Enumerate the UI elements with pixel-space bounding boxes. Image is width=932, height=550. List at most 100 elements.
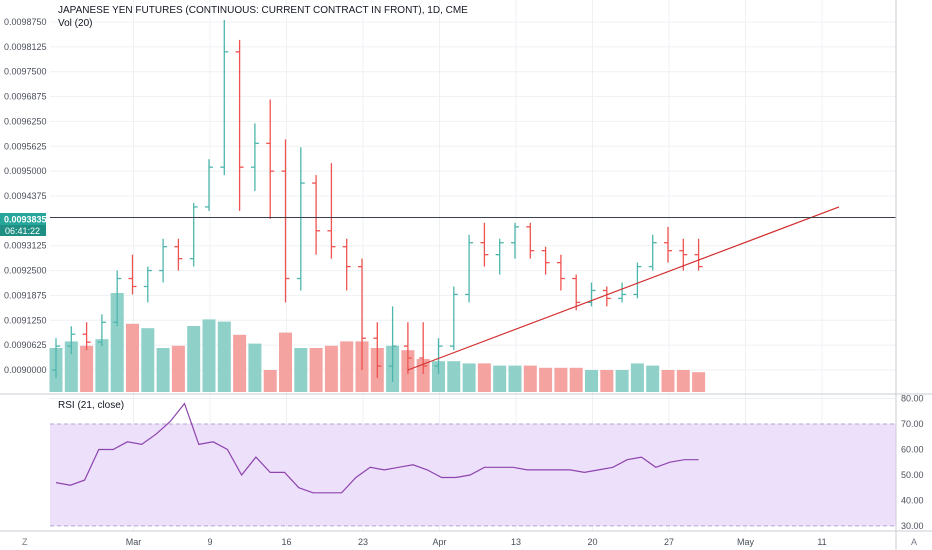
ohlc-bar xyxy=(449,286,458,351)
volume-bar xyxy=(324,345,338,392)
volume-bar xyxy=(600,370,614,392)
volume-bars xyxy=(49,293,706,392)
rsi-legend: RSI (21, close) xyxy=(58,400,124,411)
time-tick-label: 13 xyxy=(511,537,521,547)
price-axis[interactable]: 0.0098750 0.0098125 0.0097500 0.0096875 0.00… xyxy=(4,17,47,375)
volume-bar xyxy=(187,326,201,392)
ohlc-bar xyxy=(434,338,443,374)
rsi-tick-label: 30.00 xyxy=(901,521,924,531)
ohlc-bar xyxy=(465,234,474,303)
ohlc-bar xyxy=(312,175,321,255)
ohlc-bar xyxy=(572,274,581,311)
ohlc-bar xyxy=(602,286,611,307)
volume-bar xyxy=(217,321,231,392)
volume-bar xyxy=(248,343,262,392)
volume-bar xyxy=(171,345,185,392)
auto-scale-a-button[interactable]: A xyxy=(911,537,917,547)
price-tick-label: 0.0092500 xyxy=(4,266,47,276)
ohlc-bar xyxy=(82,322,91,351)
ohlc-bar xyxy=(403,322,412,374)
volume-bar xyxy=(263,370,277,392)
auto-scale-z-button[interactable]: Z xyxy=(22,537,28,547)
ohlc-bar xyxy=(52,338,60,378)
ohlc-bar xyxy=(113,270,122,327)
time-tick-label: 11 xyxy=(817,537,826,547)
time-tick-label: Mar xyxy=(126,537,142,547)
current-price-tag xyxy=(0,213,46,225)
ohlc-bar xyxy=(327,163,336,259)
volume-bar xyxy=(279,332,292,392)
ohlc-bar xyxy=(664,226,672,263)
rsi-axis[interactable]: 80.00 70.00 60.00 50.00 40.00 30.00 xyxy=(901,394,924,531)
ohlc-bar xyxy=(495,238,504,275)
time-tick-label: 16 xyxy=(281,537,291,547)
volume-bar xyxy=(523,365,537,392)
rsi-tick-label: 40.00 xyxy=(901,495,924,505)
rsi-tick-label: 80.00 xyxy=(901,394,924,404)
volume-bar xyxy=(493,365,507,392)
ohlc-bar xyxy=(250,123,259,192)
time-tick-label: 27 xyxy=(664,537,674,547)
time-tick-label: Apr xyxy=(432,537,446,547)
chart-title: JAPANESE YEN FUTURES (CONTINUOUS: CURREN… xyxy=(58,5,468,16)
price-tick-label: 0.0097500 xyxy=(4,67,47,77)
ohlc-bar xyxy=(189,202,198,267)
volume-bar xyxy=(569,367,583,392)
price-bars xyxy=(52,20,703,382)
trend-line[interactable] xyxy=(407,206,840,371)
price-tick-label: 0.0095625 xyxy=(4,141,47,151)
ohlc-bar xyxy=(480,222,489,267)
ohlc-bar xyxy=(128,254,137,295)
volume-bar xyxy=(661,370,675,392)
ohlc-bar xyxy=(633,262,642,299)
current-price-label: 0.0093835 xyxy=(4,215,47,225)
price-tick-label: 0.0098125 xyxy=(4,42,47,52)
price-tick-label: 0.0096875 xyxy=(4,92,47,102)
volume-bar xyxy=(156,348,170,392)
volume-bar xyxy=(309,348,323,392)
volume-bar xyxy=(692,372,706,392)
ohlc-bar xyxy=(205,159,213,211)
ohlc-bar xyxy=(220,20,229,176)
ohlc-bar xyxy=(235,39,244,211)
volume-bar xyxy=(462,363,476,392)
ohlc-bar xyxy=(648,234,657,271)
price-tick-label: 0.0096250 xyxy=(4,116,47,126)
volume-bar xyxy=(585,370,598,392)
volume-bar xyxy=(646,365,660,392)
rsi-band xyxy=(50,424,896,526)
volume-bar xyxy=(233,334,247,392)
price-tick-label: 0.0094375 xyxy=(4,191,47,201)
time-tick-label: May xyxy=(737,537,755,547)
volume-bar xyxy=(508,365,522,392)
ohlc-bar xyxy=(358,258,366,370)
volume-bar xyxy=(110,293,124,392)
ohlc-bar xyxy=(618,282,627,303)
price-tick-label: 0.0090625 xyxy=(4,340,47,350)
volume-bar xyxy=(294,348,308,392)
time-tick-label: 9 xyxy=(207,537,212,547)
volume-bar xyxy=(477,363,491,392)
volume-bar xyxy=(554,367,568,392)
volume-bar xyxy=(676,370,690,392)
volume-bar xyxy=(539,367,553,392)
volume-bar xyxy=(615,370,629,392)
rsi-tick-label: 50.00 xyxy=(901,470,924,480)
price-tick-label: 0.0091875 xyxy=(4,290,47,300)
ohlc-bar xyxy=(281,139,290,303)
ohlc-bar xyxy=(694,238,703,271)
volume-bar xyxy=(202,319,216,392)
ohlc-bar xyxy=(97,314,106,347)
volume-bar xyxy=(64,341,78,392)
ohlc-bar xyxy=(419,322,428,374)
volume-bar xyxy=(80,345,94,392)
ohlc-bar xyxy=(143,266,152,303)
volume-bar xyxy=(95,339,109,392)
rsi-line xyxy=(55,402,699,494)
countdown-tag xyxy=(0,225,46,236)
volume-bar xyxy=(340,341,354,392)
volume-bar xyxy=(416,359,430,392)
time-axis[interactable]: Mar 9 16 23 Apr 13 20 27 May 11 xyxy=(126,537,827,547)
volume-bar xyxy=(630,363,644,392)
